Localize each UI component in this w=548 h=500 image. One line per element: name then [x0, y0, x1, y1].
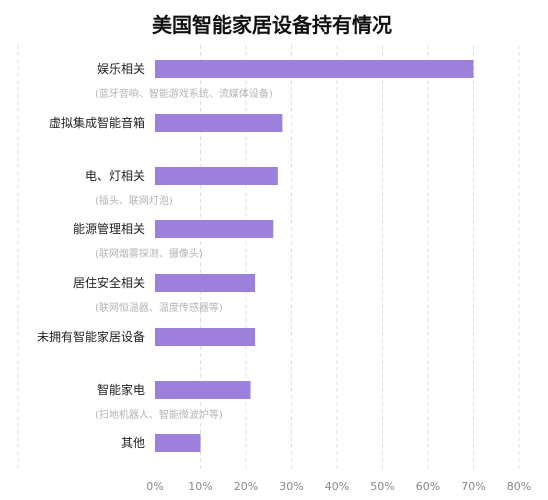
- bar: [155, 220, 274, 238]
- x-tick-label: 70%: [461, 480, 485, 493]
- bar: [155, 328, 256, 346]
- category-label: 智能家电: [97, 382, 145, 397]
- x-tick-label: 10%: [188, 480, 212, 493]
- x-tick-label: 30%: [279, 480, 303, 493]
- bars: [155, 60, 474, 452]
- x-tick-label: 50%: [370, 480, 394, 493]
- category-sublabel: (扫地机器人、智能微波炉等): [95, 408, 223, 421]
- bar: [155, 381, 251, 399]
- category-label: 能源管理相关: [73, 221, 145, 236]
- x-tick-label: 20%: [234, 480, 258, 493]
- category-label: 其他: [121, 436, 145, 450]
- x-tick-label: 80%: [507, 480, 531, 493]
- bar: [155, 167, 278, 185]
- category-label: 居住安全相关: [73, 275, 145, 290]
- category-sublabel: (插头、联网灯泡): [95, 194, 173, 207]
- x-tick-label: 60%: [416, 480, 440, 493]
- x-tick-label: 40%: [325, 480, 349, 493]
- chart-title: 美国智能家居设备持有情况: [152, 13, 392, 37]
- category-sublabel: (联网烟雾探测、摄像头): [95, 247, 203, 260]
- category-label: 娱乐相关: [97, 62, 145, 76]
- bar: [155, 60, 474, 78]
- bar: [155, 114, 283, 132]
- x-axis-ticks: 0% 10% 20% 30% 40% 50% 60% 70% 80%: [146, 480, 531, 493]
- bar: [155, 434, 201, 452]
- category-sublabel: (蓝牙音响、智能游戏系统、流媒体设备): [95, 87, 273, 100]
- x-tick-label: 0%: [146, 480, 163, 493]
- bar: [155, 274, 256, 292]
- category-label: 虚拟集成智能音箱: [49, 115, 145, 130]
- category-sublabel: (联网恒温器、温度传感器等): [95, 301, 223, 314]
- category-label: 电、灯相关: [85, 169, 145, 183]
- grid-lines: [17, 45, 520, 470]
- category-label: 未拥有智能家居设备: [37, 329, 145, 344]
